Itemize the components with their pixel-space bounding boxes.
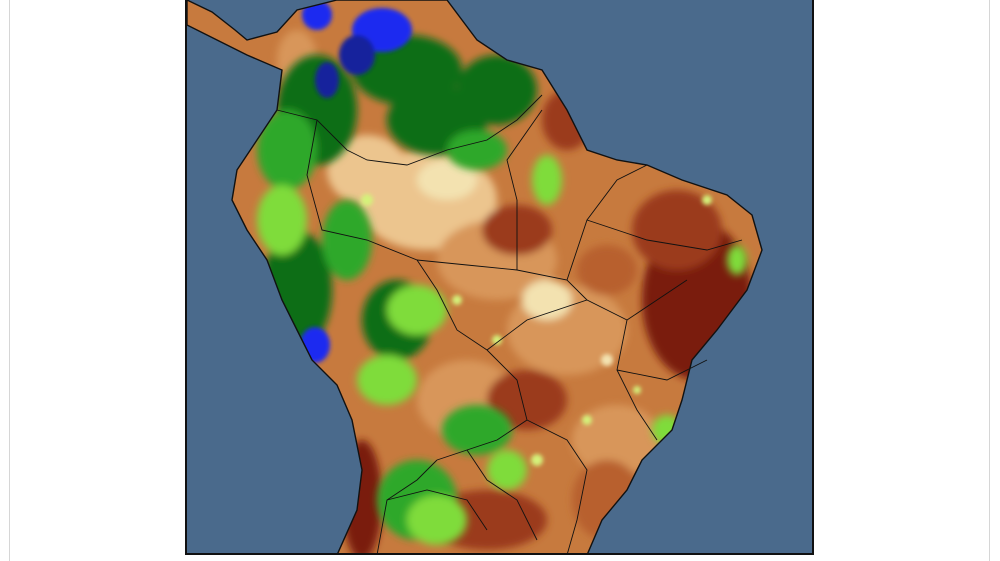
anomaly-map (187, 0, 812, 553)
right-divider (989, 0, 990, 561)
map-panel (185, 0, 814, 555)
left-divider (9, 0, 10, 561)
country-borders (276, 94, 743, 553)
